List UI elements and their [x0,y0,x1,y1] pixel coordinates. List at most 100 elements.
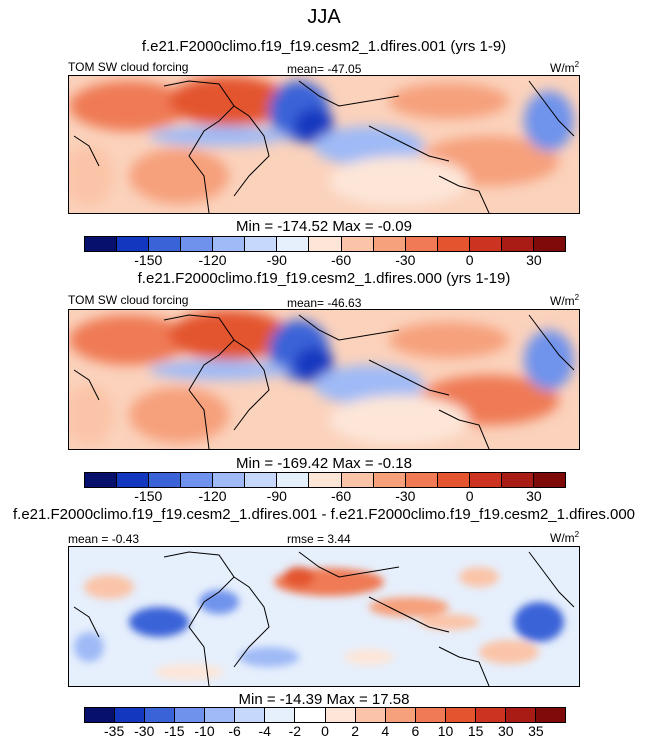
colorbar-swatch [475,708,506,722]
colorbar-tick-label: -60 [330,488,352,504]
colorbar-swatch [533,473,565,487]
colorbar-swatch [469,473,502,487]
panel2-units: W/m2 [550,293,580,308]
panel1-case-title: f.e21.F2000climo.f19_f19.cesm2_1.dfires.… [141,38,507,55]
colorbar-swatch [245,473,278,487]
colorbar-swatch [149,237,182,251]
colorbar-swatch [277,473,310,487]
colorbar-tick-label: 6 [411,723,420,739]
panel1-map [68,75,580,214]
colorbar-swatch [405,237,438,251]
colorbar-tick-label: -60 [330,252,352,268]
colorbar-tick-label: -30 [395,488,416,504]
colorbar-swatch [85,708,116,722]
colorbar-tick-label: 2 [351,723,360,739]
panel3-mean: mean = -0.43 [68,532,140,546]
panel1-map-field [69,76,579,213]
panel2-colorbar [84,472,566,488]
colorbar-swatch [117,473,150,487]
colorbar-tick-label: -150 [134,252,163,268]
colorbar-swatch [437,473,470,487]
panel2-map [68,309,580,450]
panel2-map-field [69,310,579,449]
panel2-mean: mean= -46.63 [287,296,362,310]
colorbar-tick-label: 30 [497,723,514,739]
panel3-map [68,546,580,687]
panel3-colorbar-ticks: -35 -30 -15 -10 -6 -4 -2 0 2 4 6 10 15 30 35 [84,723,564,739]
panel1-minmax: Min = -174.52 Max = -0.09 [236,218,412,235]
colorbar-swatch [205,708,236,722]
colorbar-tick-label: 0 [321,723,329,739]
panel2-case-title: f.e21.F2000climo.f19_f19.cesm2_1.dfires.… [137,270,511,287]
colorbar-tick-label: -90 [266,252,287,268]
panel1-colorbar-ticks: -150 -120 -90 -60 -30 0 30 [84,252,564,268]
colorbar-tick-label: 10 [437,723,454,739]
colorbar-tick-label: 30 [526,252,542,268]
colorbar-swatch [341,237,374,251]
colorbar-swatch [181,473,214,487]
panel2-colorbar-ticks: -150 -120 -90 -60 -30 0 30 [84,488,564,504]
colorbar-swatch [533,237,565,251]
colorbar-swatch [295,708,326,722]
colorbar-tick-label: 0 [465,252,474,268]
colorbar-swatch [213,473,246,487]
colorbar-swatch [277,237,310,251]
colorbar-swatch [309,473,342,487]
panel1-colorbar [84,236,566,252]
panel1-units: W/m2 [550,60,580,75]
colorbar-tick-label: -150 [134,488,163,504]
colorbar-tick-label: -6 [228,723,241,739]
panel3-minmax: Min = -14.39 Max = 17.58 [238,691,410,708]
panel3-rmse: rmse = 3.44 [287,532,351,546]
panel3-units: W/m2 [550,530,580,545]
panel3-case-title: f.e21.F2000climo.f19_f19.cesm2_1.dfires.… [12,506,636,523]
colorbar-tick-label: -4 [258,723,271,739]
colorbar-swatch [355,708,386,722]
colorbar-swatch [501,473,534,487]
colorbar-tick-label: 15 [467,723,484,739]
colorbar-swatch [309,237,342,251]
colorbar-swatch [181,237,214,251]
colorbar-swatch [235,708,266,722]
colorbar-swatch [115,708,146,722]
colorbar-swatch [469,237,502,251]
colorbar-tick-label: 30 [526,488,542,504]
colorbar-tick-label: 35 [528,723,544,739]
colorbar-swatch [85,237,118,251]
colorbar-tick-label: -120 [198,488,227,504]
colorbar-tick-label: -30 [395,252,416,268]
colorbar-swatch [149,473,182,487]
colorbar-tick-label: -10 [194,723,215,739]
colorbar-swatch [245,237,278,251]
season-title: JJA [307,6,341,28]
colorbar-swatch [175,708,206,722]
colorbar-swatch [325,708,356,722]
colorbar-tick-label: 4 [381,723,390,739]
colorbar-swatch [415,708,446,722]
colorbar-swatch [145,708,176,722]
colorbar-tick-label: -90 [266,488,287,504]
colorbar-tick-label: -2 [288,723,302,739]
panel3-colorbar [84,707,566,723]
colorbar-tick-label: 0 [465,488,474,504]
colorbar-swatch [501,237,534,251]
colorbar-swatch [213,237,246,251]
colorbar-tick-label: -35 [104,723,125,739]
colorbar-swatch [265,708,296,722]
panel2-variable-label: TOM SW cloud forcing [68,293,189,307]
colorbar-tick-label: -15 [164,723,185,739]
panel3-map-field [69,547,579,686]
panel2-minmax: Min = -169.42 Max = -0.18 [236,455,412,472]
colorbar-swatch [505,708,536,722]
colorbar-swatch [385,708,416,722]
colorbar-swatch [445,708,476,722]
colorbar-swatch [117,237,150,251]
colorbar-swatch [85,473,118,487]
colorbar-swatch [535,708,565,722]
colorbar-swatch [341,473,374,487]
colorbar-tick-label: -30 [134,723,155,739]
colorbar-swatch [373,473,406,487]
colorbar-swatch [437,237,470,251]
colorbar-tick-label: -120 [198,252,227,268]
colorbar-swatch [373,237,406,251]
